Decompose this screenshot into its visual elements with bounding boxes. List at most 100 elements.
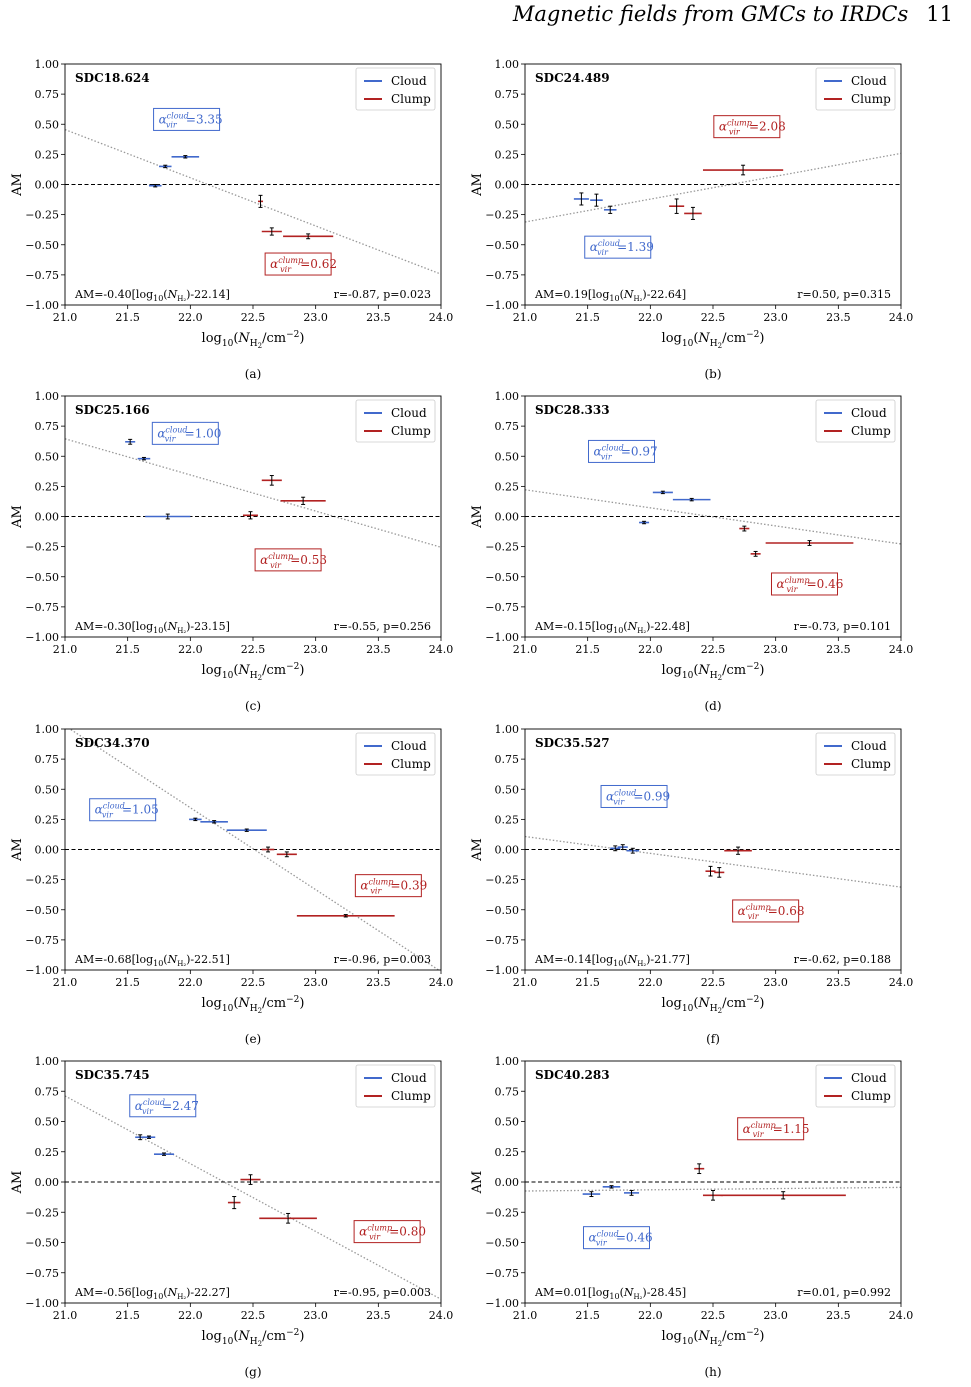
x-tick-label: 23.5 xyxy=(826,976,851,989)
cloud-alpha-text: αcloud vir =0.46 xyxy=(588,1230,652,1248)
y-tick-label: −0.75 xyxy=(485,1267,519,1280)
panel-label: (b) xyxy=(704,367,721,381)
clump-alpha-annotation: αclump vir =0.53 xyxy=(254,548,327,572)
cloud-alpha-annotation: αcloud vir =2.47 xyxy=(129,1094,199,1118)
x-tick-label: 22.0 xyxy=(638,1309,663,1322)
cloud-alpha-text: αcloud vir =0.99 xyxy=(606,788,670,806)
x-tick-label: 23.5 xyxy=(826,643,851,656)
cloud-point xyxy=(590,193,603,207)
clump-point xyxy=(739,525,750,532)
fit-equation: AM=-0.15[log10(NH₂)-22.48] xyxy=(534,620,690,635)
x-tick-label: 22.0 xyxy=(638,976,663,989)
y-tick-label: 0.00 xyxy=(495,1176,520,1189)
clump-alpha-annotation: αclump vir =1.15 xyxy=(737,1117,810,1141)
panel-title: SDC24.489 xyxy=(535,71,610,85)
cloud-point xyxy=(672,497,711,502)
fit-equation: AM=-0.68[log10(NH₂)-22.51] xyxy=(74,953,230,968)
y-tick-label: 0.25 xyxy=(495,148,520,161)
fit-stats: r=0.01, p=0.992 xyxy=(797,1286,891,1299)
y-tick-label: 1.00 xyxy=(495,390,520,403)
x-tick-label: 23.0 xyxy=(763,643,788,656)
clump-alpha-box xyxy=(770,572,838,596)
cloud-point xyxy=(624,1189,640,1196)
clump-alpha-box xyxy=(353,1220,421,1244)
x-tick-label: 23.5 xyxy=(826,311,851,324)
x-tick-label: 21.5 xyxy=(115,976,140,989)
y-tick-label: 0.50 xyxy=(35,1116,60,1129)
x-tick-label: 24.0 xyxy=(429,1309,454,1322)
y-tick-label: 0.25 xyxy=(35,148,60,161)
cloud-point xyxy=(582,1191,601,1198)
clump-alpha-box xyxy=(713,115,781,139)
x-tick-label: 22.0 xyxy=(178,976,203,989)
y-tick-label: −1.00 xyxy=(25,1297,59,1310)
clump-alpha-text: αclump vir =0.68 xyxy=(738,903,805,921)
panel-label: (h) xyxy=(704,1365,721,1379)
fit-stats: r=-0.73, p=0.101 xyxy=(794,620,891,633)
legend-label-clump: Clump xyxy=(391,757,431,771)
x-tick-label: 22.5 xyxy=(701,976,726,989)
x-tick-label: 22.5 xyxy=(241,311,266,324)
x-tick-label: 24.0 xyxy=(889,976,914,989)
legend-label-clump: Clump xyxy=(851,1089,891,1103)
clump-alpha-text: αclump vir =0.46 xyxy=(776,576,843,594)
cloud-alpha-text: αcloud vir =0.97 xyxy=(594,443,658,461)
x-tick-label: 22.0 xyxy=(178,1309,203,1322)
legend-label-clump: Clump xyxy=(391,424,431,438)
cloud-alpha-box xyxy=(600,784,668,808)
fit-line xyxy=(65,1095,441,1300)
y-tick-label: −0.25 xyxy=(485,1206,519,1219)
y-tick-label: 0.75 xyxy=(35,1085,60,1098)
x-axis-label: log10(NH2/cm−2) xyxy=(202,330,305,350)
clump-alpha-text: αclump vir =0.53 xyxy=(260,552,327,570)
y-tick-label: −0.75 xyxy=(485,934,519,947)
panel-label: (d) xyxy=(704,699,721,713)
cloud-alpha-box xyxy=(588,439,656,463)
cloud-point xyxy=(573,192,589,206)
y-axis-label: AM xyxy=(470,1171,485,1195)
cloud-point xyxy=(189,817,202,822)
y-tick-label: −1.00 xyxy=(25,631,59,644)
y-tick-label: 0.75 xyxy=(495,1085,520,1098)
cloud-alpha-text: αcloud vir =1.00 xyxy=(157,425,221,443)
cloud-alpha-box xyxy=(129,1094,197,1118)
cloud-alpha-text: αcloud vir =2.47 xyxy=(135,1098,199,1116)
x-tick-label: 22.0 xyxy=(178,311,203,324)
y-tick-label: 0.25 xyxy=(35,813,60,826)
clump-alpha-annotation: αclump vir =0.68 xyxy=(732,899,805,923)
cloud-point xyxy=(145,513,191,520)
fit-equation: AM=-0.30[log10(NH₂)-23.15] xyxy=(74,620,230,635)
clump-alpha-text: αclump vir =1.15 xyxy=(743,1121,810,1139)
x-tick-label: 21.0 xyxy=(513,1309,538,1322)
cloud-alpha-box xyxy=(151,421,219,445)
y-tick-label: 0.25 xyxy=(495,813,520,826)
x-tick-label: 23.5 xyxy=(366,643,391,656)
legend-label-cloud: Cloud xyxy=(391,74,427,88)
cloud-alpha-annotation: αcloud vir =0.99 xyxy=(600,784,670,808)
cloud-point xyxy=(137,456,151,461)
clump-point xyxy=(227,1196,241,1210)
x-tick-label: 23.0 xyxy=(303,311,328,324)
clump-alpha-annotation: αclump vir =0.80 xyxy=(353,1220,426,1244)
clump-alpha-text: αclump vir =0.80 xyxy=(359,1224,426,1242)
panel-a: 1.00 0.75 0.50 0.25 0.00 −0.25 −0.50 −0.75 −1.00… xyxy=(10,58,453,381)
clump-alpha-text: αclump vir =0.62 xyxy=(270,256,337,274)
panel-title: SDC40.283 xyxy=(535,1068,610,1082)
cloud-alpha-text: αcloud vir =1.05 xyxy=(95,802,159,820)
y-tick-label: 0.25 xyxy=(35,480,60,493)
legend-label-cloud: Cloud xyxy=(851,1071,887,1085)
y-tick-label: −0.25 xyxy=(485,209,519,222)
clump-point xyxy=(684,206,702,220)
x-tick-label: 21.5 xyxy=(575,1309,600,1322)
y-tick-label: −0.25 xyxy=(485,541,519,554)
panel-title: SDC35.527 xyxy=(535,736,610,750)
clump-point xyxy=(750,550,761,557)
y-axis-label: AM xyxy=(470,505,485,529)
cloud-alpha-box xyxy=(584,235,652,259)
clump-point xyxy=(296,914,395,918)
y-tick-label: 1.00 xyxy=(35,723,60,736)
panel-title: SDC28.333 xyxy=(535,403,610,417)
fit-equation: AM=0.01[log10(NH₂)-28.45] xyxy=(534,1286,686,1301)
y-tick-label: −0.75 xyxy=(25,1267,59,1280)
x-tick-label: 21.0 xyxy=(513,976,538,989)
